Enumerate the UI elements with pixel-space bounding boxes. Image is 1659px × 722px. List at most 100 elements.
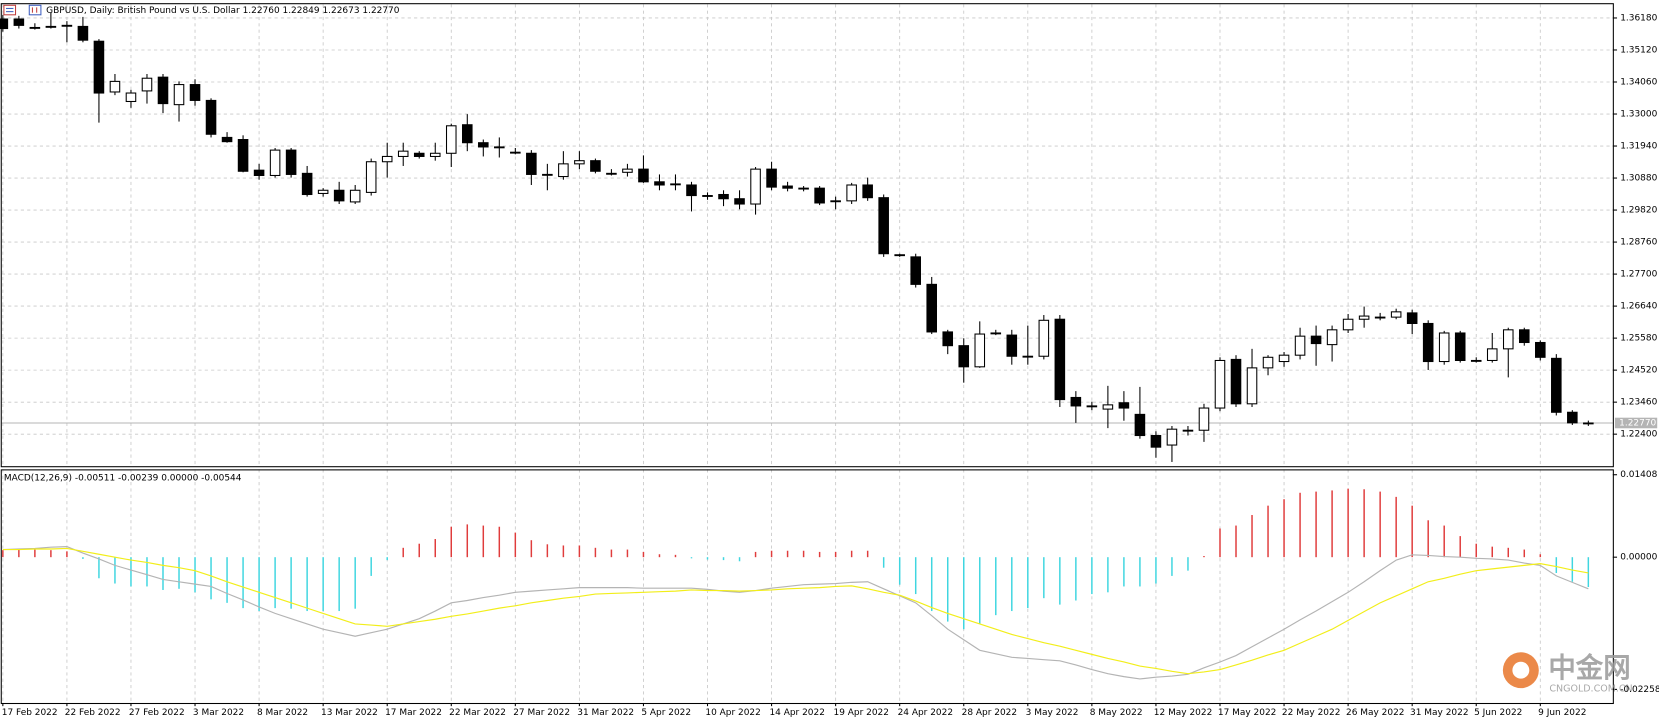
- x-tick-label: 26 May 2022: [1346, 708, 1404, 718]
- x-tick-label: 3 Mar 2022: [193, 708, 244, 718]
- candle-body-up: [1246, 367, 1258, 405]
- candle-body-down: [13, 18, 25, 26]
- candle-body-up: [1214, 359, 1226, 409]
- indicator-title: MACD(12,26,9) -0.00511 -0.00239 0.00000 …: [4, 473, 242, 483]
- candle-body-up: [109, 80, 121, 93]
- chart-title: GBPUSD, Daily: British Pound vs U.S. Dol…: [46, 6, 400, 16]
- candle-body-down: [0, 18, 9, 30]
- candle-body-down: [1070, 396, 1082, 407]
- y-tick-label: 1.28760: [1620, 238, 1657, 248]
- candle-body-up: [381, 155, 393, 163]
- y-tick-label: 1.30880: [1620, 174, 1657, 184]
- candle-body-down: [301, 172, 313, 196]
- candle-body-up: [1086, 405, 1098, 408]
- candle-body-up: [894, 254, 905, 257]
- candle-body-up: [1262, 356, 1274, 369]
- candle-body-down: [413, 152, 425, 157]
- candle-body-down: [638, 168, 649, 183]
- x-tick-label: 8 May 2022: [1090, 708, 1143, 718]
- current-price-label: 1.22770: [1619, 418, 1656, 428]
- candle-body-up: [29, 26, 41, 29]
- x-tick-label: 14 Apr 2022: [769, 708, 824, 718]
- candle-body-down: [1406, 312, 1418, 325]
- y-tick-label: 0.00000: [1620, 553, 1657, 563]
- icon: [3, 4, 17, 16]
- candle-body-up: [750, 168, 761, 205]
- indicator-line: [2, 547, 1589, 675]
- x-tick-label: 31 Mar 2022: [577, 708, 634, 718]
- watermark-title: 中金网: [1548, 652, 1630, 684]
- candle-body-down: [157, 76, 169, 105]
- candle-body-up: [990, 332, 1002, 335]
- x-tick-label: 12 May 2022: [1154, 708, 1212, 718]
- candle-body-down: [189, 84, 201, 101]
- price-frame: [0, 3, 1614, 468]
- candle-body-up: [798, 187, 809, 190]
- candle-body-down: [461, 124, 473, 144]
- y-tick-label: 1.24520: [1620, 366, 1657, 376]
- candle-body-down: [1118, 402, 1130, 409]
- macd-frame: [0, 469, 1614, 705]
- candle-body-up: [846, 184, 857, 202]
- candle-body-up: [1038, 319, 1050, 357]
- candle-body-up: [317, 189, 329, 194]
- y-tick-label: 1.25580: [1620, 334, 1657, 344]
- x-tick-label: 3 May 2022: [1026, 708, 1079, 718]
- candle-body-up: [622, 168, 633, 173]
- candle-body-up: [974, 333, 986, 368]
- watermark-subtitle: CNGOLD.COM.CN: [1549, 684, 1632, 695]
- x-tick-label: 31 May 2022: [1410, 708, 1468, 718]
- y-tick-label: 1.29820: [1620, 206, 1657, 216]
- candle-body-up: [1374, 316, 1386, 319]
- candle-body-up: [61, 24, 73, 27]
- x-tick-label: 27 Mar 2022: [513, 708, 570, 718]
- x-tick-label: 13 Mar 2022: [321, 708, 378, 718]
- candle-body-down: [1551, 357, 1562, 413]
- x-tick-label: 17 Mar 2022: [385, 708, 442, 718]
- candle-body-down: [942, 331, 954, 347]
- candle-body-down: [1054, 318, 1066, 401]
- x-tick-label: 17 Feb 2022: [2, 708, 58, 718]
- candle-body-up: [1583, 422, 1594, 425]
- candle-body-up: [1182, 429, 1194, 432]
- candle-body-up: [429, 152, 441, 157]
- y-tick-label: 1.36180: [1620, 13, 1657, 23]
- candle-body-up: [1390, 311, 1402, 318]
- x-tick-label: 22 Feb 2022: [65, 708, 121, 718]
- candle-body-down: [1567, 411, 1578, 424]
- candle-body-down: [1454, 332, 1466, 361]
- y-tick-label: 1.22400: [1620, 430, 1657, 440]
- candle-body-down: [1535, 341, 1546, 358]
- candle-body-down: [253, 169, 265, 177]
- candle-body-down: [910, 256, 921, 285]
- candle-body-down: [782, 185, 793, 189]
- candle-body-down: [1518, 329, 1530, 344]
- x-tick-label: 19 Apr 2022: [834, 708, 889, 718]
- candle-body-up: [125, 92, 137, 103]
- candle-body-up: [1342, 318, 1354, 331]
- candle-body-down: [205, 99, 217, 135]
- candle-body-down: [958, 345, 970, 368]
- candle-body-up: [542, 173, 553, 176]
- candle-body-down: [686, 184, 697, 197]
- candle-body-down: [814, 187, 825, 204]
- candle-body-down: [1310, 335, 1322, 345]
- y-tick-label: 1.35120: [1620, 45, 1657, 55]
- candle-body-up: [494, 146, 505, 149]
- candle-body-up: [445, 125, 457, 154]
- candle-body-down: [285, 149, 297, 175]
- candle-body-up: [606, 172, 617, 175]
- candle-body-down: [333, 189, 345, 202]
- candle-body-down: [77, 25, 89, 41]
- candle-body-down: [478, 142, 489, 148]
- candle-body-up: [45, 25, 57, 28]
- candle-body-up: [365, 161, 377, 193]
- watermark: 中金网 CNGOLD.COM.CN: [1502, 652, 1633, 695]
- x-tick-label: 17 May 2022: [1218, 708, 1276, 718]
- candle-body-up: [830, 200, 841, 203]
- candle-body-down: [237, 139, 249, 172]
- candle-body-up: [1486, 348, 1498, 361]
- candle-body-down: [93, 40, 105, 94]
